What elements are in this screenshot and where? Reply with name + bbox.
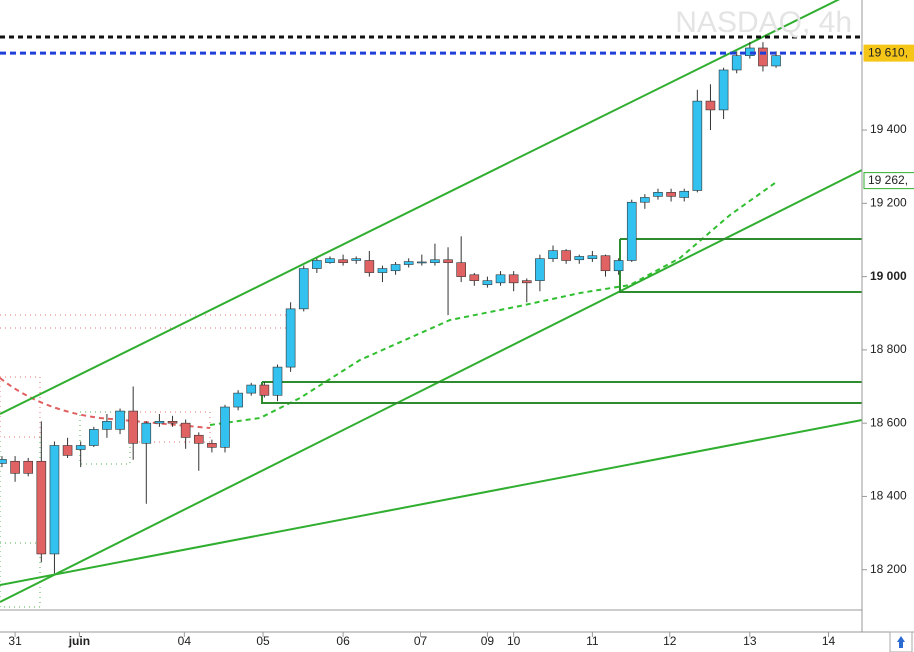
candle-body <box>259 384 270 396</box>
candle-body <box>666 192 676 197</box>
candle-body <box>508 274 519 284</box>
candle-body <box>351 258 362 261</box>
candle-body <box>469 274 480 281</box>
candle-body <box>456 262 466 277</box>
y-tick-label: 19 200 <box>870 196 907 210</box>
price-label-box <box>863 172 914 190</box>
y-tick-label: 19 400 <box>870 122 907 136</box>
candle-body <box>403 261 414 265</box>
candle-body <box>692 100 703 191</box>
candle-body <box>705 100 716 111</box>
candle-body <box>233 392 243 408</box>
candle-body <box>49 445 60 555</box>
candle-body <box>167 421 178 424</box>
candle-body <box>102 421 112 430</box>
candle-body <box>364 260 375 273</box>
y-tick-label: 18 200 <box>870 562 907 576</box>
candle-body <box>758 47 768 67</box>
candle-body <box>180 422 191 438</box>
candle-body <box>626 201 637 261</box>
candle-body <box>417 261 427 264</box>
candle-body <box>443 259 453 263</box>
x-tick-label: 31 <box>8 634 22 648</box>
candle-body <box>36 460 47 555</box>
candle-body <box>246 384 257 394</box>
price-label: 19 610, <box>868 45 908 59</box>
candle-body <box>23 460 34 474</box>
x-tick-label: 13 <box>743 634 757 648</box>
candle-body <box>521 280 532 284</box>
candle-body <box>141 422 152 444</box>
candle-body <box>430 259 440 263</box>
candle-body <box>62 445 73 456</box>
candle-body <box>312 260 322 269</box>
candle-body <box>298 268 309 310</box>
candle-body <box>718 69 729 111</box>
candle-body <box>285 308 296 368</box>
y-tick-label: 18 600 <box>870 415 907 429</box>
x-tick-label: 04 <box>178 634 192 648</box>
x-tick-label: 12 <box>663 634 677 648</box>
x-tick-label: 11 <box>586 634 599 648</box>
candle-body <box>75 445 86 450</box>
zone <box>619 238 862 293</box>
candle-body <box>482 280 493 285</box>
candle-body <box>613 260 624 272</box>
candle-body <box>128 410 138 444</box>
x-tick-label: 10 <box>507 634 521 648</box>
x-tick-label: 06 <box>336 634 350 648</box>
scale-icon <box>897 636 905 648</box>
price-label: 19 262, <box>868 173 908 187</box>
candle-body <box>535 258 545 281</box>
x-tick-label: 07 <box>414 634 428 648</box>
candle-body <box>561 250 571 261</box>
candle-body <box>115 410 125 430</box>
candle-body <box>679 190 690 198</box>
candle-body <box>154 421 165 424</box>
candle-body <box>377 268 388 273</box>
candle-body <box>548 250 558 259</box>
candle-body <box>600 255 611 272</box>
y-tick-label: 19 000 <box>870 269 907 283</box>
candle-body <box>325 258 335 263</box>
candle-body <box>193 434 204 444</box>
candle-body <box>272 366 283 396</box>
candle-body <box>220 406 230 448</box>
drawings <box>0 0 863 608</box>
x-tick-label: 14 <box>822 634 836 648</box>
trendline <box>0 169 863 603</box>
range-box <box>0 376 41 438</box>
x-tick-label: 09 <box>481 634 495 648</box>
trendline <box>0 419 863 586</box>
y-tick-label: 18 800 <box>870 342 907 356</box>
trendline <box>0 0 840 415</box>
candle-body <box>653 192 663 197</box>
candle-body <box>587 255 598 259</box>
candle-body <box>574 256 585 261</box>
moving-average <box>0 377 211 429</box>
zone <box>261 381 862 404</box>
y-tick-label: 18 400 <box>870 489 907 503</box>
candle-body <box>207 443 217 448</box>
x-tick-label: 05 <box>256 634 270 648</box>
candle-body <box>89 429 99 446</box>
candle-body <box>771 55 781 67</box>
candle-body <box>390 264 401 272</box>
candle-body <box>338 259 348 263</box>
moving-average <box>209 182 776 426</box>
chart-title: NASDAQ, 4h <box>675 6 852 39</box>
candle-body <box>10 460 20 474</box>
candle-body <box>640 197 650 203</box>
candle-body <box>495 274 506 284</box>
candle-body <box>0 459 7 464</box>
price-label-box <box>863 44 914 62</box>
x-tick-label: juin <box>68 634 90 648</box>
candle-body <box>731 55 742 71</box>
